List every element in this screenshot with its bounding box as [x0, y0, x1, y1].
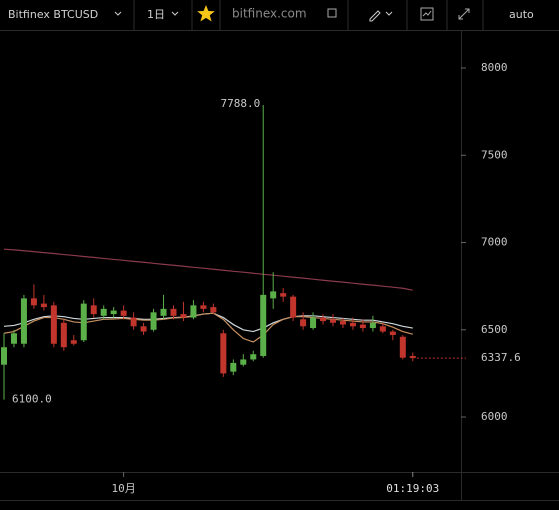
watermark: bitfinex.com	[232, 7, 307, 21]
symbol[interactable]: Bitfinex BTCUSD	[8, 8, 98, 21]
candle-body	[389, 331, 396, 336]
candle-body	[100, 308, 107, 316]
candle-body	[369, 322, 376, 329]
candle-body	[359, 324, 366, 329]
price-annotation: 6100.0	[12, 393, 52, 406]
candle-body	[230, 362, 237, 372]
candle-body	[270, 291, 277, 299]
candle-body	[160, 308, 167, 316]
candle-body	[80, 303, 87, 341]
candle-body	[1, 347, 7, 365]
price-annotation: 7788.0	[220, 97, 260, 110]
candle-body	[260, 294, 267, 356]
indicator-icon[interactable]	[420, 7, 434, 21]
moving-average	[3, 248, 413, 291]
candle-body	[220, 333, 227, 374]
draw-icon[interactable]	[369, 10, 381, 22]
countdown: 01:19:03	[386, 482, 439, 495]
candle-body	[130, 317, 137, 327]
candle-body	[40, 303, 47, 308]
candle-body	[250, 354, 257, 360]
popout-icon[interactable]	[327, 8, 337, 18]
candle-body	[200, 305, 207, 309]
chevron	[114, 11, 122, 16]
toolbar: Bitfinex BTCUSD 1日 bitfinex.com auto	[0, 0, 559, 31]
candle-body	[110, 310, 117, 315]
candle-body	[320, 317, 327, 322]
y-tick-label: 6000	[481, 410, 508, 423]
candle-body	[120, 310, 127, 316]
x-tick-label: 10月	[112, 482, 136, 495]
chevron	[385, 11, 393, 16]
candle-body	[210, 307, 217, 313]
y-tick-label: 7500	[481, 148, 508, 161]
interval[interactable]: 1日	[147, 8, 165, 21]
candle-body	[150, 312, 157, 330]
last-price-label: 6337.6	[481, 351, 521, 364]
chevron	[171, 11, 179, 16]
candle-body	[90, 305, 97, 315]
moving-average	[3, 312, 413, 343]
candle-body	[339, 321, 346, 325]
fullscreen-icon[interactable]	[458, 8, 470, 20]
candle-body	[50, 305, 57, 344]
candle-body	[190, 305, 197, 318]
candle-body	[30, 298, 37, 306]
candle-body	[10, 333, 17, 344]
candle-body	[20, 298, 27, 344]
candle-body	[310, 317, 317, 329]
candle-body	[170, 308, 177, 316]
candle-body	[240, 359, 247, 365]
candle-body	[379, 326, 386, 332]
y-tick-label: 7000	[481, 236, 508, 249]
indicator-glyph	[422, 10, 432, 17]
candle-body	[399, 336, 406, 358]
favorite-star[interactable]	[197, 5, 215, 22]
candle-body	[409, 355, 416, 359]
y-tick-label: 8000	[481, 61, 508, 74]
candle-body	[60, 322, 67, 348]
candle-body	[330, 319, 337, 323]
candle-body	[300, 319, 307, 327]
candle-body	[349, 322, 356, 327]
y-tick-label: 6500	[481, 323, 508, 336]
candle-body	[180, 314, 187, 318]
scale-mode[interactable]: auto	[509, 8, 534, 21]
candle-body	[290, 296, 297, 318]
candle-body	[280, 293, 287, 297]
candle-body	[70, 340, 77, 344]
candle-body	[140, 326, 147, 332]
